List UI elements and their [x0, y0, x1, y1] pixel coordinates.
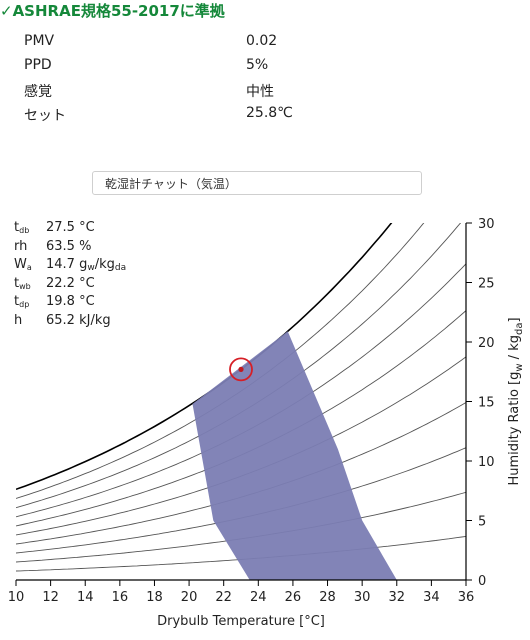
x-tick-label: 36 [458, 590, 475, 605]
compliance-status: ✓ASHRAE規格55-2017に準拠 [0, 2, 225, 20]
y-tick-label: 20 [478, 336, 495, 351]
state-value: 14.7 g [46, 257, 88, 272]
x-tick-label: 30 [354, 590, 371, 605]
x-tick-label: 16 [112, 590, 129, 605]
result-label: PPD [24, 57, 52, 73]
result-row-ppd: PPD 5% [24, 54, 344, 78]
result-row-pmv: PMV 0.02 [24, 30, 344, 54]
chart-axes: 10 12 14 16 18 20 22 24 26 28 30 32 34 360 5 10 15 20 25 30 [8, 217, 495, 605]
x-axis-label: Drybulb Temperature [°C] [157, 614, 325, 629]
y-tick-label: 5 [478, 515, 486, 530]
state-value: 65.2 kJ/kg [46, 312, 111, 328]
result-value: 0.02 [246, 33, 278, 49]
result-row-sensation: 感覚 中性 [24, 78, 344, 102]
comfort-zone-polygon[interactable] [192, 331, 397, 580]
x-tick-label: 22 [215, 590, 232, 605]
chart-type-select[interactable]: 乾湿計チャット（気温） [92, 171, 422, 195]
x-tick-label: 18 [146, 590, 163, 605]
x-tick-label: 12 [42, 590, 59, 605]
y-tick-label: 15 [478, 396, 495, 411]
x-tick-label: 26 [285, 590, 302, 605]
result-label: 感覚 [24, 84, 52, 100]
result-label: PMV [24, 33, 55, 49]
result-value: 5% [246, 57, 269, 73]
state-value: 63.5 % [46, 238, 92, 254]
state-label-sub: wb [19, 281, 31, 291]
x-tick-label: 14 [77, 590, 94, 605]
x-tick-label: 32 [388, 590, 405, 605]
state-unit-sub: w [87, 263, 95, 273]
state-label: h [14, 312, 23, 328]
y-axis-label-text: Humidity Ratio [gw / kgda] [507, 317, 525, 485]
current-point-marker[interactable] [229, 357, 253, 382]
state-label-sub: a [26, 263, 32, 272]
state-label: t [14, 220, 20, 235]
y-tick-label: 25 [478, 277, 495, 292]
state-value: 19.8 °C [46, 294, 95, 309]
x-tick-label: 20 [181, 590, 198, 605]
state-value: 22.2 °C [46, 275, 95, 291]
state-label-sub: dp [19, 300, 30, 309]
point-dot [238, 366, 244, 372]
y-axis-label: Humidity Ratio [gw / kgda] [507, 317, 525, 485]
state-label-sub: db [19, 226, 30, 235]
point-ring [229, 357, 253, 382]
state-label: W [14, 257, 27, 272]
y-tick-label: 30 [478, 217, 495, 232]
state-unit-sub: da [114, 263, 127, 273]
results-table: PMV 0.02 PPD 5% 感覚 中性 セット 25.8℃ [24, 30, 344, 126]
result-label: セット [24, 108, 66, 124]
x-tick-label: 34 [423, 590, 440, 605]
x-tick-label: 24 [250, 590, 267, 605]
result-value: 25.8℃ [246, 105, 293, 121]
state-label: t [14, 294, 20, 309]
state-unit: /kg [94, 257, 115, 272]
x-tick-label: 28 [319, 590, 336, 605]
x-tick-label: 10 [8, 590, 25, 605]
state-value: 27.5 °C [46, 220, 95, 235]
y-tick-label: 10 [478, 455, 495, 470]
state-label: rh [14, 238, 28, 254]
state-label: t [14, 275, 20, 291]
y-tick-label: 0 [478, 574, 486, 589]
result-row-set: セット 25.8℃ [24, 102, 344, 126]
result-value: 中性 [246, 84, 274, 100]
